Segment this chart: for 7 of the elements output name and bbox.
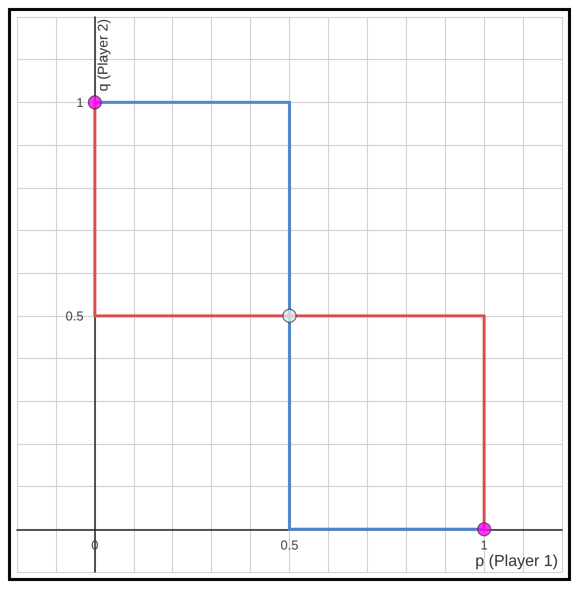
y-axis-title: q (Player 2) xyxy=(94,19,111,92)
point xyxy=(88,95,102,110)
point xyxy=(477,522,492,536)
x-tick-label: 1 xyxy=(480,537,488,552)
point xyxy=(282,308,296,323)
x-axis-title: p (Player 1) xyxy=(475,552,558,570)
x-tick-label: 0.5 xyxy=(280,537,299,552)
